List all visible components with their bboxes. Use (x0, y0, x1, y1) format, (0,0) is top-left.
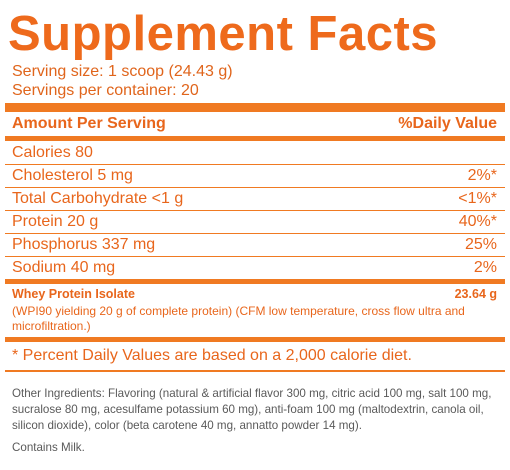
nutrients-divider (5, 279, 505, 284)
footnote-divider (5, 337, 505, 342)
nutrient-row-sodium: Sodium 40 mg 2% (5, 256, 505, 279)
column-header-row: Amount Per Serving %Daily Value (5, 112, 505, 136)
nutrient-label: Sodium 40 mg (12, 259, 116, 276)
nutrient-label: Phosphorus 337 mg (12, 236, 156, 253)
nutrient-dv: 25% (464, 236, 497, 253)
servings-per-container: Servings per container: 20 (12, 82, 199, 99)
nutrient-dv: 2% (473, 259, 497, 276)
whey-label: Whey Protein Isolate (12, 287, 135, 301)
supplement-facts-panel: Supplement Facts Serving size: 1 scoop (… (5, 0, 505, 470)
nutrient-label: Cholesterol 5 mg (12, 167, 133, 184)
nutrient-dv: <1%* (458, 190, 497, 207)
nutrient-label: Total Carbohydrate <1 g (12, 190, 184, 207)
nutrient-dv: 2%* (467, 167, 497, 184)
serving-size: Serving size: 1 scoop (24.43 g) (12, 63, 233, 80)
thick-divider (5, 103, 505, 112)
daily-value-label: %Daily Value (398, 115, 497, 132)
header-divider (5, 136, 505, 141)
nutrient-dv: 40%* (458, 213, 497, 230)
allergen-statement: Contains Milk. (12, 440, 85, 454)
nutrient-row-cholesterol: Cholesterol 5 mg 2%* (5, 164, 505, 187)
panel-title: Supplement Facts (8, 7, 439, 61)
whey-amount: 23.64 g (454, 287, 497, 301)
whey-note: (WPI90 yielding 20 g of complete protein… (12, 304, 465, 333)
nutrient-label: Calories 80 (12, 143, 93, 161)
nutrient-row-calories: Calories 80 (5, 141, 505, 164)
nutrient-row-phosphorus: Phosphorus 337 mg 25% (5, 233, 505, 256)
nutrient-label: Protein 20 g (12, 213, 99, 230)
bottom-divider (5, 370, 505, 372)
amount-per-serving-label: Amount Per Serving (12, 115, 166, 132)
nutrient-row-carbohydrate: Total Carbohydrate <1 g <1%* (5, 187, 505, 210)
other-ingredients: Other Ingredients: Flavoring (natural & … (12, 386, 492, 432)
nutrient-row-protein: Protein 20 g 40%* (5, 210, 505, 233)
whey-protein-row: Whey Protein Isolate 23.64 g (5, 284, 505, 304)
daily-value-footnote: * Percent Daily Values are based on a 2,… (12, 347, 412, 364)
